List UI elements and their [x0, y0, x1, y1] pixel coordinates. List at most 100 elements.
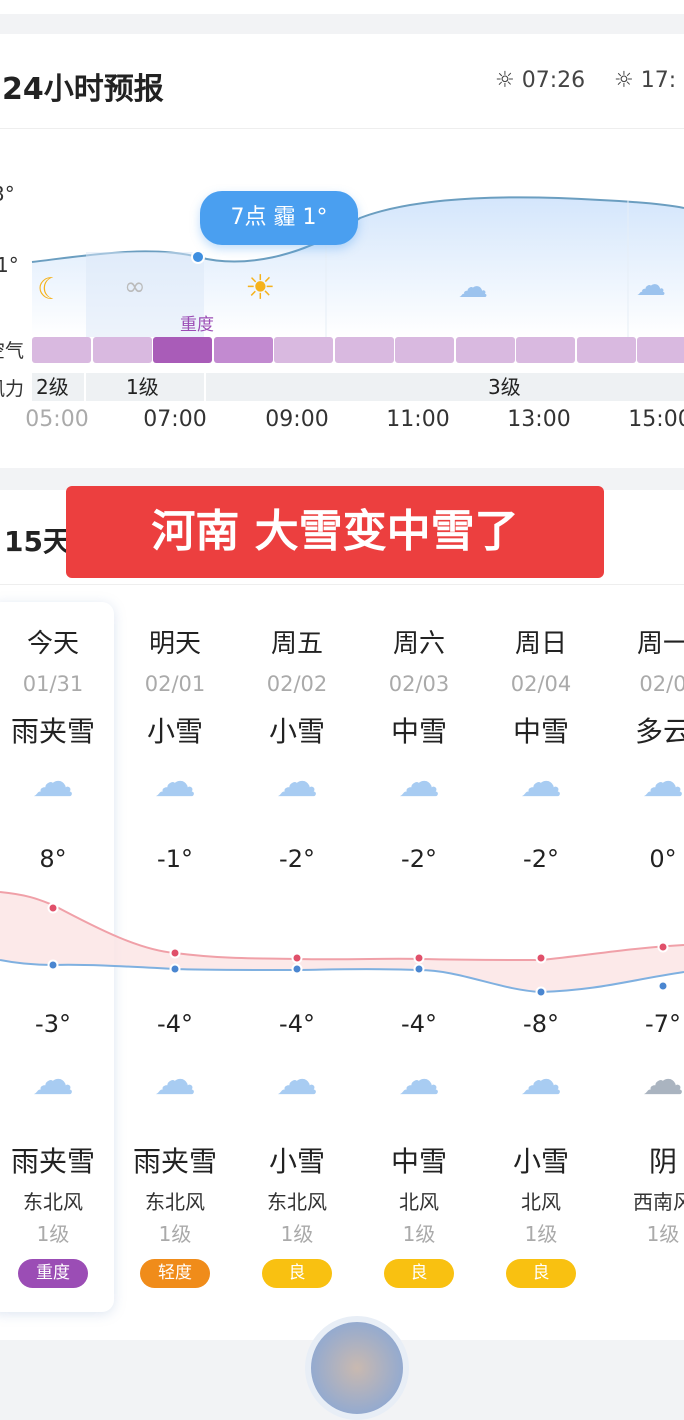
low-temp: -3°	[35, 1010, 71, 1038]
air-quality-block	[516, 337, 575, 363]
day-date: 02/0	[639, 672, 684, 696]
sunset-time: 17:	[640, 68, 677, 93]
partly-cloudy-icon: ☁	[642, 757, 684, 806]
cloud-snow-icon: ☁	[398, 1055, 440, 1104]
hour-label: 13:00	[507, 407, 571, 432]
night-weather: 雨夹雪	[10, 1145, 96, 1178]
air-quality-block	[32, 337, 91, 363]
news-banner: 河南 大雪变中雪了	[66, 486, 604, 578]
high-temp: 8°	[39, 845, 67, 873]
day-weather: 中雪	[390, 715, 448, 748]
cloud-snow-icon: ☁	[398, 757, 440, 806]
daily-forecast-card: 15天	[0, 490, 684, 1340]
day-date: 02/04	[510, 672, 572, 696]
low-temp: -4°	[157, 1010, 193, 1038]
air-row-label: 空气	[0, 340, 25, 362]
day-date: 02/02	[266, 672, 328, 696]
day-name: 周一	[636, 629, 684, 659]
moon-icon: ☾	[37, 272, 64, 307]
high-temp: -1°	[157, 845, 193, 873]
cloud-snow-icon: ☁	[520, 1055, 562, 1104]
day-name: 周五	[270, 629, 324, 659]
aqi-badge: 良	[506, 1259, 576, 1288]
low-temp: -4°	[279, 1010, 315, 1038]
air-quality-block	[274, 337, 333, 363]
night-weather: 阴	[648, 1145, 678, 1178]
y-label-high: 3°	[0, 182, 15, 206]
air-quality-block	[92, 337, 152, 363]
air-quality-block	[455, 337, 515, 363]
wind-segment: 1级	[86, 373, 204, 401]
wind-direction: 东北风	[267, 1190, 327, 1214]
wind-direction: 东北风	[145, 1190, 205, 1214]
wind-direction: 北风	[521, 1190, 561, 1214]
aqi-badge: 轻度	[140, 1259, 210, 1288]
cloud-snow-icon: ☁	[32, 1055, 74, 1104]
air-quality-block	[153, 337, 212, 363]
day-name: 周日	[514, 629, 568, 659]
wind-level: 1级	[280, 1222, 314, 1246]
sunset-icon: ☼	[614, 68, 634, 93]
day-weather: 小雪	[268, 715, 326, 748]
y-label-low: 1°	[0, 253, 19, 277]
low-temp-dot	[47, 959, 59, 971]
day-weather: 雨夹雪	[10, 715, 96, 748]
day-date: 02/01	[144, 672, 206, 696]
divider	[0, 584, 684, 585]
high-temp-dot	[413, 952, 425, 964]
high-temp-dot	[47, 902, 59, 914]
air-quality-block	[576, 337, 636, 363]
high-temp-dot	[169, 947, 181, 959]
wind-segment: 2级	[32, 373, 84, 401]
aqi-badge: 良	[262, 1259, 332, 1288]
day-weather: 小雪	[146, 715, 204, 748]
wind-level: 1级	[158, 1222, 192, 1246]
high-temp-dot	[291, 952, 303, 964]
hour-label: 15:00	[628, 407, 684, 432]
sunrise-icon: ☼	[495, 68, 515, 93]
wind-direction: 东北风	[23, 1190, 83, 1214]
cloud-snow-icon: ☁	[154, 1055, 196, 1104]
daily-temp-curves	[0, 891, 684, 998]
haze-icon: ∞	[124, 272, 146, 302]
wind-level: 1级	[36, 1222, 70, 1246]
top-card-edge	[0, 0, 684, 14]
day-name: 周六	[392, 629, 446, 659]
floating-action-button[interactable]	[305, 1316, 409, 1420]
day-weather: 中雪	[512, 715, 570, 748]
low-temp-dot	[535, 986, 547, 998]
low-temp: -4°	[401, 1010, 437, 1038]
low-temp: -7°	[645, 1010, 681, 1038]
low-temp-dot	[291, 963, 303, 975]
sun-icon: ☀	[245, 268, 276, 308]
partly-cloudy-icon: ☁	[458, 270, 488, 305]
day-date: 02/03	[388, 672, 450, 696]
high-temp: -2°	[401, 845, 437, 873]
day-name: 今天	[26, 629, 80, 659]
hourly-title: 24小时预报	[2, 72, 164, 107]
hour-label: 11:00	[386, 407, 450, 432]
cloud-snow-icon: ☁	[276, 757, 318, 806]
night-weather: 小雪	[268, 1145, 326, 1178]
cloud-snow-icon: ☁	[154, 757, 196, 806]
high-temp-dot	[535, 952, 547, 964]
air-quality-block	[637, 337, 684, 363]
air-quality-block	[213, 337, 273, 363]
night-weather: 小雪	[512, 1145, 570, 1178]
cloudy-icon: ☁	[642, 1055, 684, 1104]
air-quality-block	[395, 337, 454, 363]
cloud-snow-icon: ☁	[636, 268, 666, 303]
wind-level: 1级	[402, 1222, 436, 1246]
air-quality-block	[334, 337, 394, 363]
sunrise-time: 07:26	[521, 68, 586, 93]
aqi-badge: 重度	[18, 1259, 88, 1288]
sunset: ☼ 17:	[614, 68, 676, 93]
cloud-snow-icon: ☁	[32, 757, 74, 806]
hour-label: 05:00	[25, 407, 89, 432]
wind-row-label: 风力	[0, 378, 25, 400]
hour-label: 07:00	[143, 407, 207, 432]
daily-title: 15天	[4, 525, 71, 558]
low-temp-dot	[657, 980, 669, 992]
wind-level: 1级	[524, 1222, 558, 1246]
high-temp: -2°	[279, 845, 315, 873]
